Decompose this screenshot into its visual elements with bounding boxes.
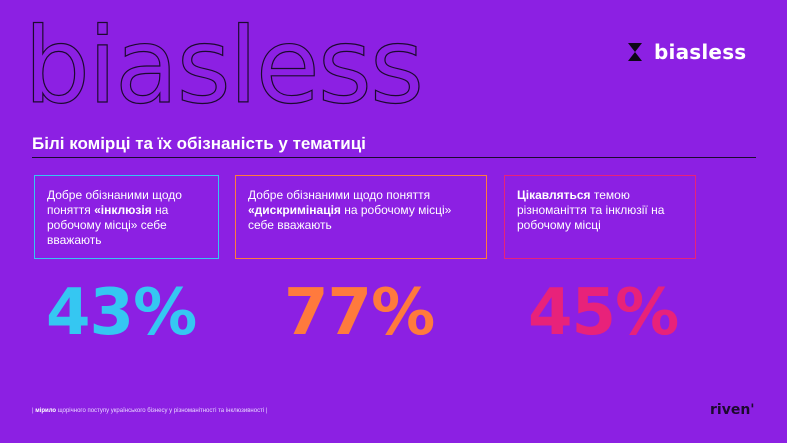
brand-name: biasless	[654, 40, 747, 64]
footnote-prefix: |	[32, 408, 36, 414]
card-text-before: Добре обізнаними щодо поняття	[248, 188, 431, 202]
footnote-bold: мірило	[35, 408, 57, 414]
card-text-after: на робочому місці» себе вважають	[248, 203, 452, 232]
card-text-bold: «дискримінація	[248, 203, 341, 217]
hourglass-icon	[628, 43, 642, 61]
percentage-discrimination: 77%	[284, 276, 435, 350]
stat-card-interest: Цікавляться темою різноманіття та інклюз…	[504, 175, 696, 259]
footnote: | мірило щорічного поступу українського …	[32, 408, 267, 414]
outline-title: biasless	[23, 5, 424, 127]
stat-card-inclusion: Добре обізнаними щодо поняття «інклюзія …	[34, 175, 219, 259]
card-text-bold: «інклюзія	[94, 203, 152, 217]
brand-logo: biasless	[628, 40, 746, 64]
card-text-after: темою різноманіття та інклюзії на робочо…	[517, 188, 665, 232]
card-text-before: Добре обізнаними щодо поняття	[47, 188, 182, 217]
percentage-interest: 45%	[528, 276, 679, 350]
card-text-after: на робочому місці» себе вважають	[47, 203, 169, 247]
partner-logo: riven'	[710, 402, 755, 418]
page-title: Білі комірці та їх обізнаність у тематиц…	[32, 134, 366, 153]
percentage-inclusion: 43%	[46, 276, 197, 350]
stat-card-discrimination: Добре обізнаними щодо поняття «дискримін…	[235, 175, 487, 259]
footnote-rest: щорічного поступу українського бізнесу у…	[56, 408, 268, 414]
card-text-bold: Цікавляться	[517, 188, 591, 202]
heading-divider	[32, 157, 756, 158]
